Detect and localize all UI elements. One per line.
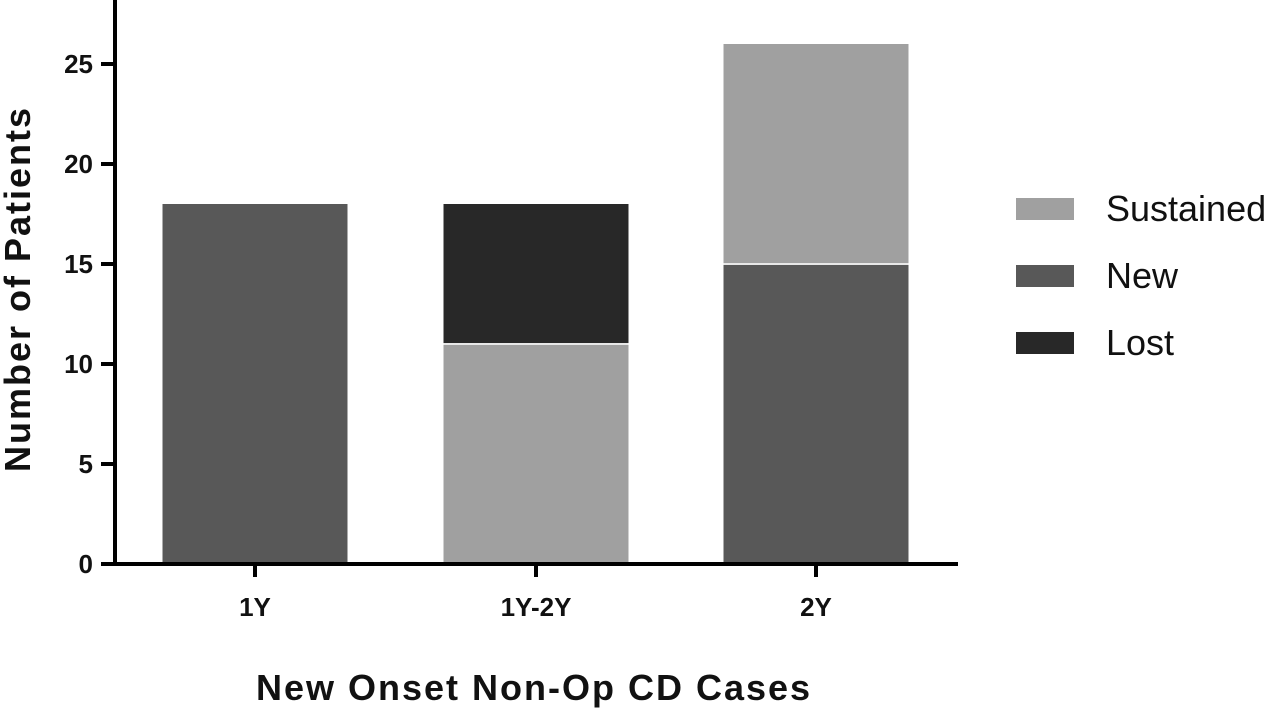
legend-label-lost: Lost <box>1106 322 1174 363</box>
legend-swatch-lost <box>1016 332 1074 354</box>
y-tick-label: 0 <box>79 549 93 579</box>
bars-group <box>162 44 909 564</box>
y-axis-title: Number of Patients <box>0 106 38 472</box>
y-tick-label: 10 <box>64 349 93 379</box>
bar-new-1y <box>162 204 348 564</box>
x-ticks-group: 1Y 1Y-2Y 2Y <box>239 564 832 622</box>
y-ticks-group: 0 5 10 15 20 25 <box>64 49 115 579</box>
bar-new-2y <box>723 264 909 564</box>
legend-label-sustained: Sustained <box>1106 188 1266 229</box>
bar-sustained-1y-2y <box>443 344 629 564</box>
legend-swatch-new <box>1016 265 1074 287</box>
x-axis-title: New Onset Non-Op CD Cases <box>256 667 812 708</box>
y-tick-label: 5 <box>79 449 93 479</box>
y-tick-label: 15 <box>64 249 93 279</box>
y-tick-label: 25 <box>64 49 93 79</box>
legend-label-new: New <box>1106 255 1179 296</box>
y-tick-label: 20 <box>64 149 93 179</box>
x-tick-label: 1Y <box>239 592 271 622</box>
bar-lost-1y-2y <box>443 204 629 344</box>
x-tick-label: 2Y <box>800 592 832 622</box>
legend-swatch-sustained <box>1016 198 1074 220</box>
legend: Sustained New Lost <box>1016 188 1266 363</box>
x-tick-label: 1Y-2Y <box>501 592 572 622</box>
bar-sustained-2y <box>723 44 909 264</box>
